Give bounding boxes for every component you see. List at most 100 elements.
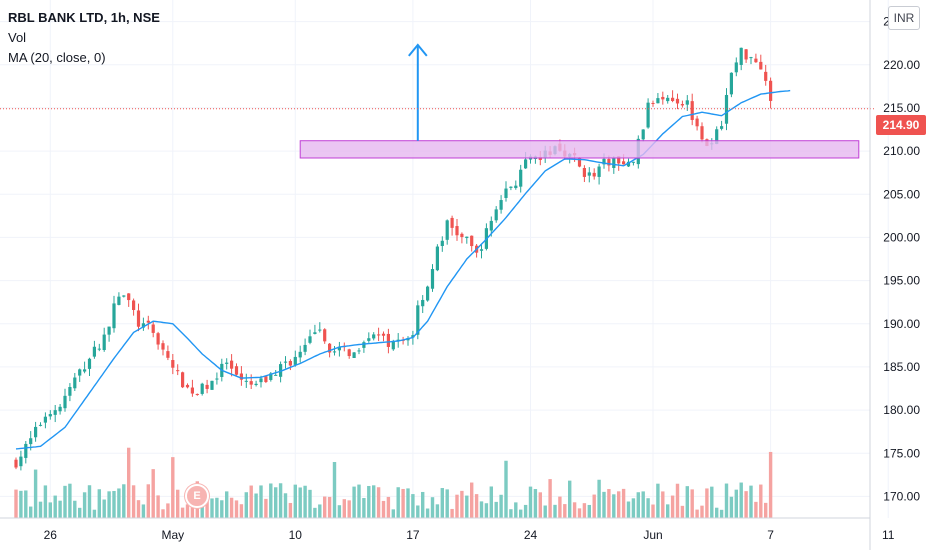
- volume-bar: [151, 469, 155, 518]
- candle-body: [185, 384, 190, 388]
- candle-body: [386, 333, 390, 347]
- volume-bar: [283, 493, 288, 518]
- volume-bar: [489, 486, 493, 518]
- volume-bar: [38, 501, 43, 518]
- candle-body: [675, 98, 680, 104]
- candle-body: [455, 226, 459, 236]
- volume-bar: [308, 489, 312, 518]
- candle-body: [715, 129, 719, 144]
- candle-body: [87, 358, 92, 369]
- volume-bar: [367, 485, 371, 518]
- volume-bar: [323, 496, 327, 518]
- volume-bar: [327, 496, 332, 518]
- volume-bar: [376, 487, 381, 518]
- volume-bar: [734, 489, 738, 518]
- earnings-event-marker[interactable]: E: [185, 484, 209, 508]
- currency-button[interactable]: INR: [888, 6, 920, 30]
- candle-body: [450, 217, 454, 228]
- volume-bar: [621, 488, 626, 518]
- volume-bar: [670, 495, 675, 518]
- volume-bar: [73, 500, 77, 518]
- candle-body: [205, 384, 209, 389]
- candle-body: [729, 72, 733, 95]
- candle-body: [293, 356, 297, 365]
- volume-bar: [754, 501, 758, 518]
- candle-body: [161, 343, 165, 350]
- candle-body: [739, 47, 743, 65]
- candle-body: [754, 58, 758, 63]
- candle-body: [749, 57, 753, 59]
- volume-bar: [14, 489, 18, 518]
- volume-bar: [646, 498, 650, 518]
- volume-bar: [24, 490, 28, 518]
- candle-body: [612, 158, 616, 169]
- candle-body: [426, 286, 430, 301]
- volume-bar: [666, 504, 670, 518]
- symbol-title[interactable]: RBL BANK LTD, 1h, NSE: [8, 10, 160, 25]
- candle-body: [690, 101, 694, 120]
- volume-bar: [225, 491, 229, 518]
- candle-body: [362, 342, 366, 348]
- candle-body: [430, 269, 435, 289]
- candle-body: [352, 352, 356, 358]
- volume-bar: [117, 488, 121, 518]
- volume-bar: [244, 492, 248, 518]
- volume-bar: [592, 494, 596, 518]
- volume-bar: [53, 495, 57, 518]
- candle-body: [465, 236, 469, 239]
- volume-bar: [180, 507, 185, 518]
- candle-body: [73, 377, 77, 389]
- price-tick-label: 200.00: [883, 230, 920, 244]
- volume-bar: [406, 488, 410, 518]
- volume-bar: [347, 500, 351, 518]
- volume-bar: [234, 500, 239, 518]
- price-tick-label: 190.00: [883, 317, 920, 331]
- volume-bar: [92, 509, 97, 518]
- moving-average-label[interactable]: MA (20, close, 0): [8, 50, 106, 65]
- price-tick-label: 185.00: [883, 360, 920, 374]
- volume-bar: [372, 485, 376, 518]
- volume-bar: [533, 489, 538, 518]
- volume-indicator-label[interactable]: Vol: [8, 30, 27, 45]
- candle-body: [391, 341, 395, 350]
- volume-bar: [269, 483, 273, 518]
- candle-body: [332, 351, 337, 353]
- candle-body: [190, 387, 194, 394]
- volume-bar: [582, 503, 587, 518]
- volume-bar: [729, 496, 734, 518]
- candle-body: [582, 168, 586, 177]
- volume-bar: [631, 498, 636, 518]
- volume-bar: [435, 504, 440, 518]
- candle-body: [313, 332, 317, 334]
- candle-body: [421, 299, 425, 307]
- volume-bar: [641, 491, 645, 518]
- volume-bar: [29, 506, 33, 518]
- candle-body: [14, 459, 18, 468]
- candle-body: [318, 329, 322, 331]
- support-zone-rectangle: [299, 140, 860, 159]
- candle-body: [759, 61, 763, 70]
- candle-body: [671, 97, 675, 102]
- time-tick-label: May: [161, 528, 184, 542]
- volume-bar: [220, 500, 224, 518]
- volume-bar: [695, 509, 699, 518]
- candle-body: [646, 102, 650, 128]
- candle-body: [24, 443, 28, 458]
- volume-bar: [479, 501, 484, 518]
- candle-body: [244, 380, 248, 382]
- volume-bar: [636, 492, 640, 518]
- volume-bar: [254, 493, 258, 518]
- volume-bar: [313, 507, 317, 518]
- volume-bar: [176, 489, 180, 518]
- candle-body: [63, 395, 67, 409]
- candle-body: [416, 305, 420, 335]
- price-tick-label: 175.00: [883, 446, 920, 460]
- volume-bar: [519, 509, 523, 518]
- volume-bar: [514, 502, 518, 518]
- volume-bar: [675, 483, 680, 518]
- candle-body: [102, 334, 106, 351]
- volume-bar: [425, 508, 430, 518]
- volume-bar: [288, 502, 293, 518]
